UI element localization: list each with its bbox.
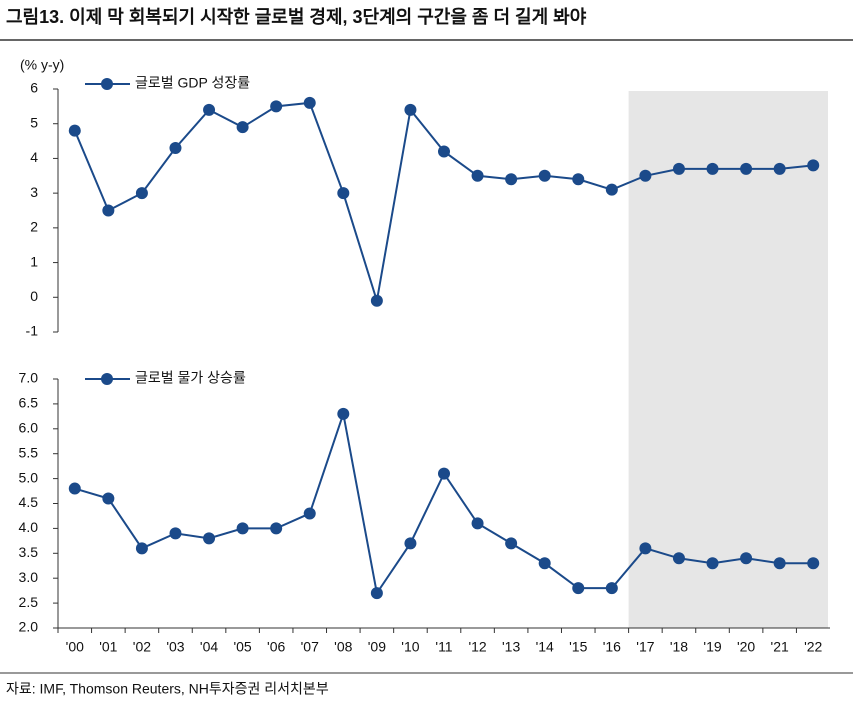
data-point — [337, 187, 350, 200]
data-point — [404, 537, 417, 550]
data-point — [471, 517, 484, 530]
data-point — [370, 294, 383, 307]
data-point — [68, 124, 81, 137]
y-tick-label: 1 — [30, 253, 38, 269]
data-point — [740, 162, 753, 175]
y-tick-label: 7.0 — [19, 370, 39, 386]
y-tick-label: 3.0 — [19, 569, 39, 585]
y-tick-label: 3 — [30, 184, 38, 200]
source: 자료: IMF, Thomson Reuters, NH투자증권 리서치본부 — [6, 681, 329, 697]
data-point — [538, 169, 551, 182]
data-point — [706, 557, 719, 570]
data-point — [102, 492, 115, 505]
data-point — [236, 522, 249, 535]
y-tick-label: 6.0 — [19, 420, 39, 436]
x-tick-label: '05 — [233, 639, 251, 655]
x-tick-label: '08 — [334, 639, 352, 655]
x-tick-label: '19 — [703, 639, 721, 655]
y-tick-label: 2.0 — [19, 619, 39, 635]
y-tick-label: 4 — [30, 149, 38, 165]
data-point — [102, 204, 115, 217]
data-point — [740, 552, 753, 565]
x-tick-label: '17 — [636, 639, 654, 655]
data-point — [505, 173, 518, 186]
y-tick-label: 0 — [30, 288, 38, 304]
data-point — [203, 532, 216, 545]
data-point — [303, 96, 316, 109]
y-tick-label: 4.5 — [19, 494, 39, 510]
data-point — [337, 407, 350, 420]
data-point — [270, 100, 283, 113]
data-point — [672, 552, 685, 565]
data-point — [505, 537, 518, 550]
data-point — [169, 527, 182, 540]
data-point — [605, 582, 618, 595]
y-tick-label: -1 — [26, 323, 39, 339]
x-tick-label: '11 — [435, 639, 452, 655]
data-point — [807, 159, 820, 172]
data-point — [471, 169, 484, 182]
data-point — [236, 121, 249, 134]
data-point — [672, 162, 685, 175]
data-point — [438, 467, 450, 480]
data-point — [68, 482, 81, 495]
legend-label: 글로벌 GDP 성장률 — [135, 75, 250, 91]
data-point — [773, 557, 786, 570]
y-tick-label: 2.5 — [19, 594, 39, 610]
data-point — [135, 187, 148, 200]
x-tick-label: '04 — [200, 639, 218, 655]
x-tick-label: '15 — [569, 639, 587, 655]
y-tick-label: 6.5 — [19, 395, 39, 411]
data-point — [639, 169, 652, 182]
legend-label: 글로벌 물가 상승률 — [135, 370, 246, 386]
data-point — [572, 173, 585, 186]
data-point — [169, 142, 182, 155]
data-point — [303, 507, 316, 520]
x-tick-label: '16 — [603, 639, 621, 655]
data-point — [404, 103, 417, 116]
y-tick-label: 6 — [30, 80, 38, 96]
x-tick-label: '12 — [468, 639, 486, 655]
data-point — [203, 103, 216, 116]
x-tick-label: '01 — [99, 639, 117, 655]
x-tick-label: '10 — [401, 639, 419, 655]
chart-title: 그림13. 이제 막 회복되기 시작한 글로벌 경제, 3단계의 구간을 좀 더… — [6, 6, 587, 27]
y-tick-label: 5 — [30, 114, 38, 130]
x-tick-label: '00 — [66, 639, 84, 655]
y-tick-label: 3.5 — [19, 544, 39, 560]
x-tick-label: '06 — [267, 639, 285, 655]
x-tick-label: '20 — [737, 639, 755, 655]
data-point — [773, 162, 786, 175]
data-point — [270, 522, 283, 535]
data-point — [639, 542, 652, 555]
data-point — [135, 542, 148, 555]
x-tick-label: '02 — [133, 639, 151, 655]
data-point — [807, 557, 820, 570]
data-point — [605, 183, 618, 196]
data-point — [370, 587, 383, 600]
data-point — [438, 145, 450, 158]
y-axis-label: (% y-y) — [20, 57, 64, 73]
x-tick-label: '14 — [536, 639, 554, 655]
x-tick-label: '09 — [368, 639, 386, 655]
x-tick-label: '13 — [502, 639, 520, 655]
y-tick-label: 5.0 — [19, 469, 39, 485]
x-tick-label: '21 — [771, 639, 789, 655]
data-point — [572, 582, 585, 595]
legend-marker — [101, 78, 113, 90]
y-tick-label: 2 — [30, 219, 38, 235]
data-point — [538, 557, 551, 570]
legend-marker — [101, 373, 113, 385]
x-tick-label: '22 — [804, 639, 822, 655]
data-point — [706, 162, 719, 175]
x-tick-label: '07 — [301, 639, 319, 655]
x-tick-label: '18 — [670, 639, 688, 655]
y-tick-label: 4.0 — [19, 519, 39, 535]
x-tick-label: '03 — [166, 639, 184, 655]
forecast-shade — [628, 91, 828, 628]
y-tick-label: 5.5 — [19, 444, 39, 460]
